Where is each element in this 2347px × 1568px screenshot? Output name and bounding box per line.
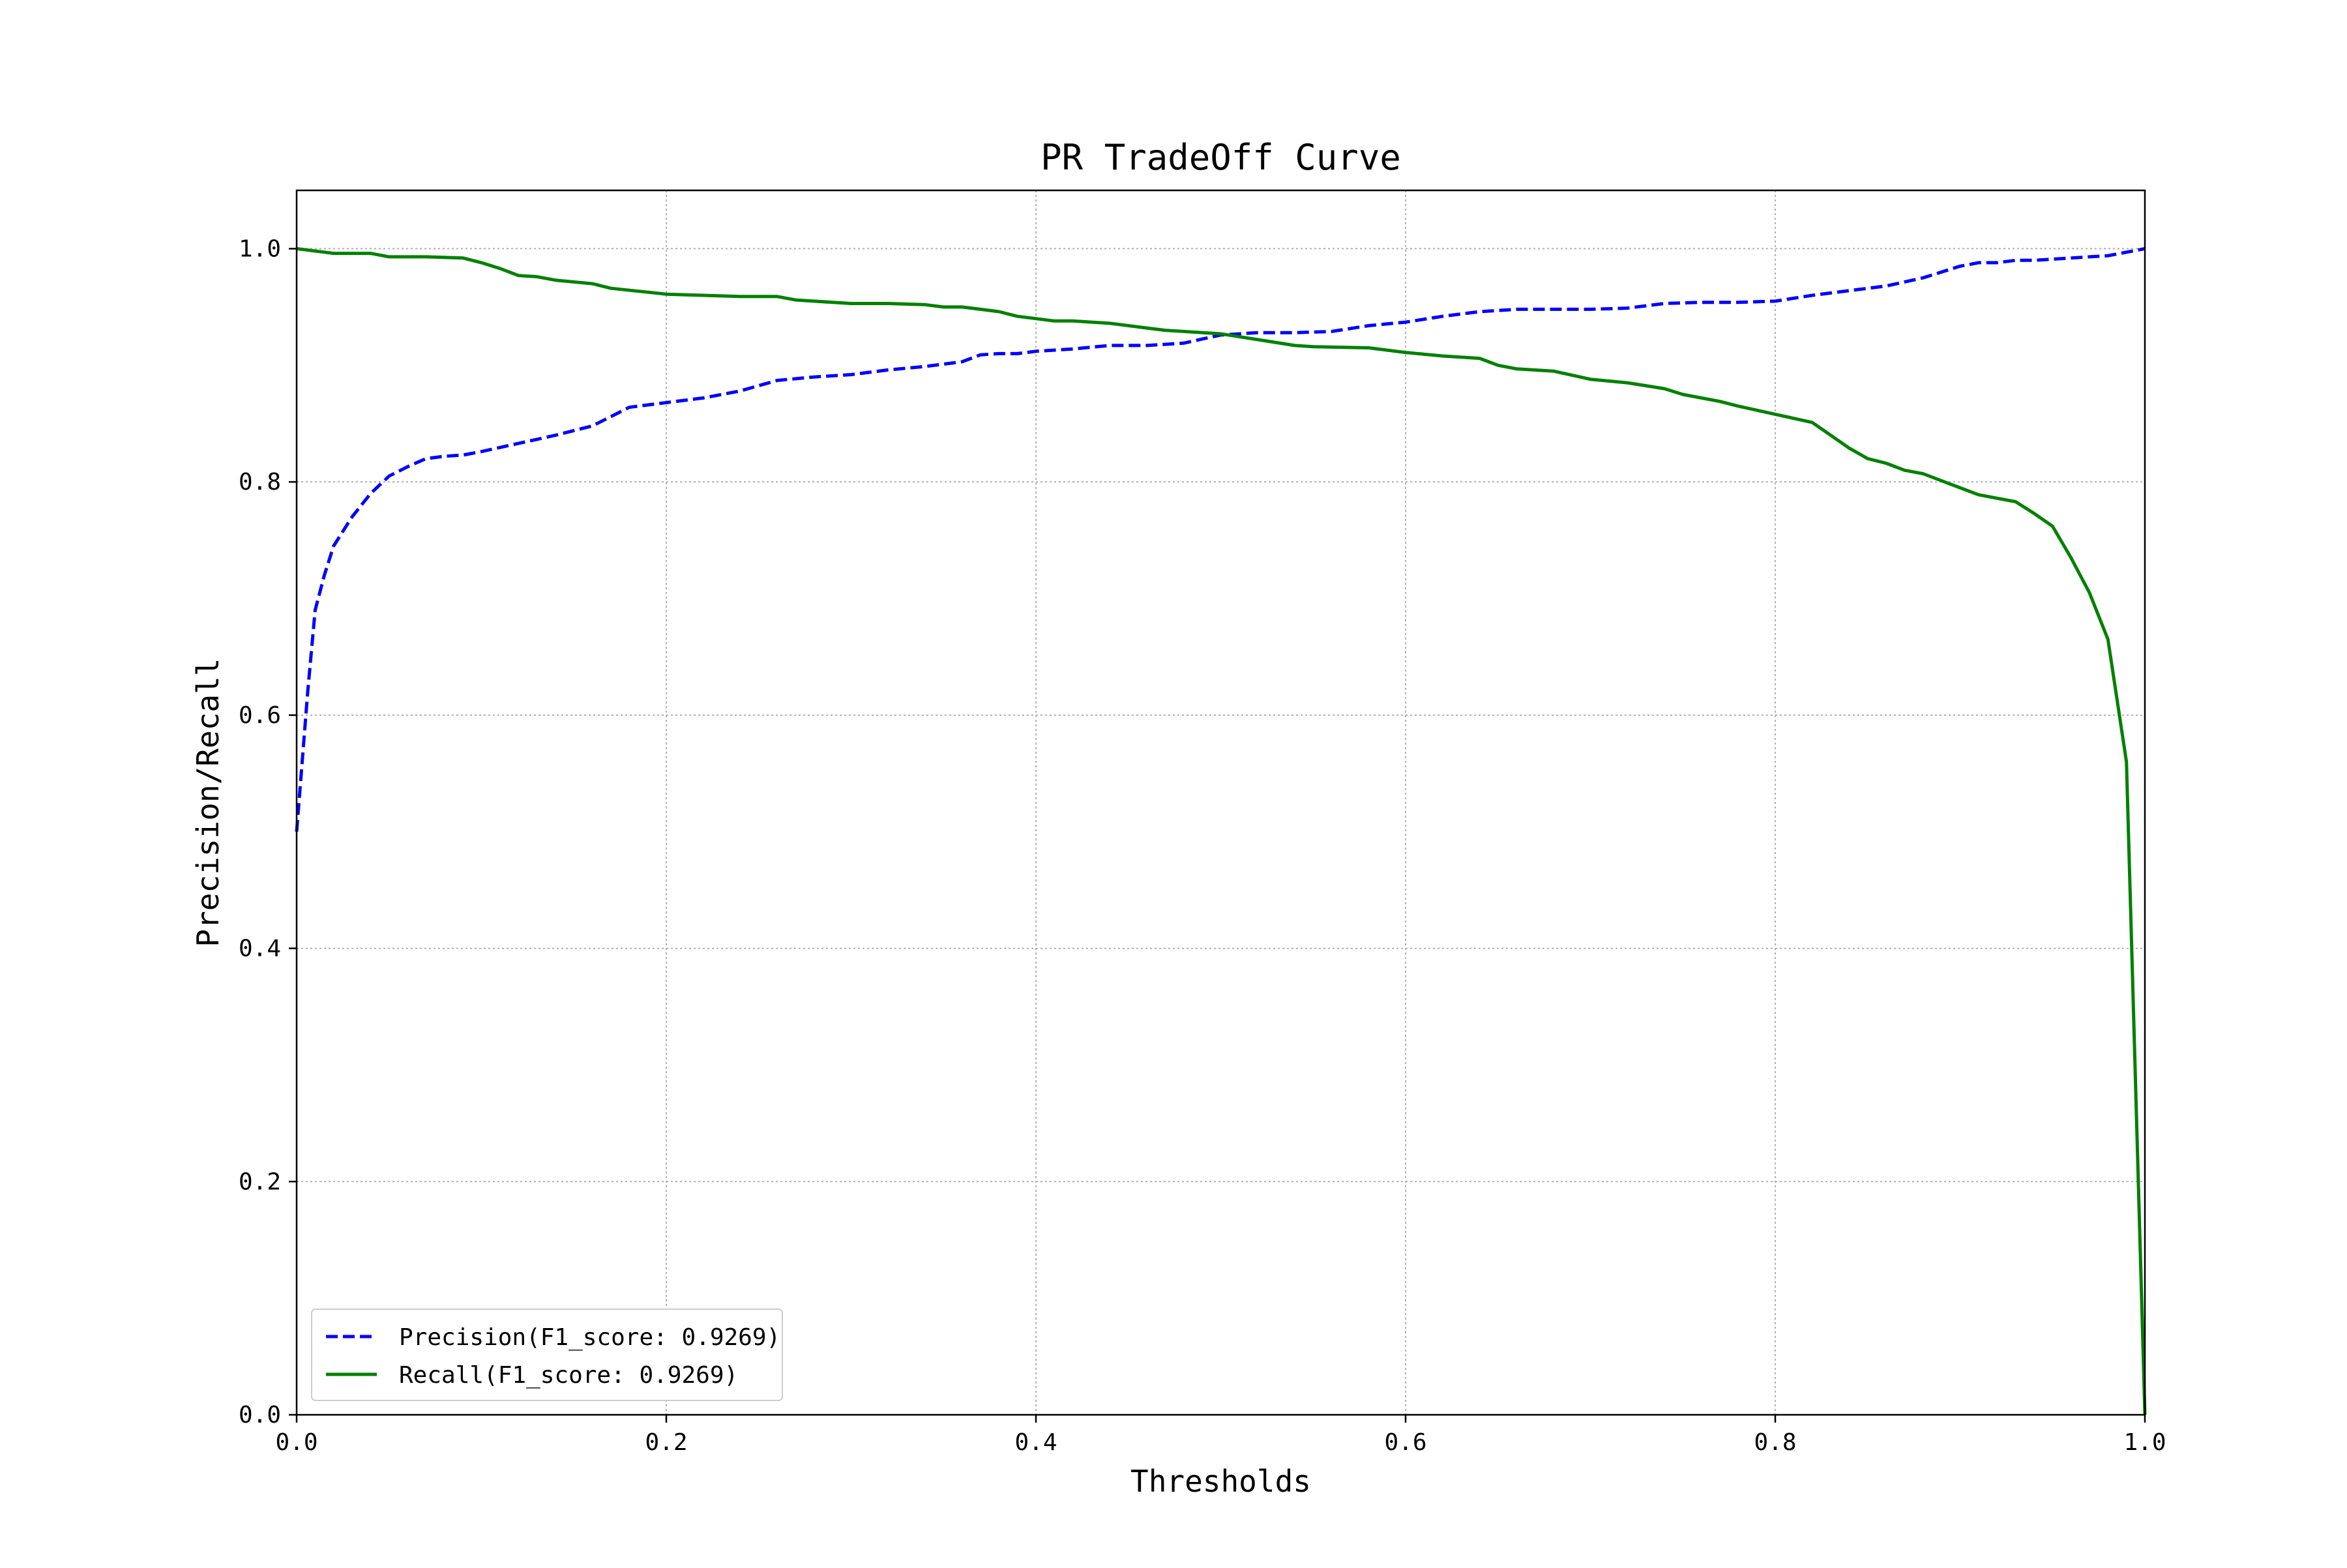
- legend: Precision(F1_score: 0.9269) Recall(F1_sc…: [311, 1309, 783, 1401]
- y-tick-label: 0.2: [239, 1168, 281, 1195]
- axis-ticks: 0.0 0.2 0.4 0.6 0.8 1.0 0.0 0.2 0.4 0.6 0.8 1.0: [239, 235, 2166, 1456]
- legend-label-precision: Precision(F1_score: 0.9269): [399, 1324, 780, 1351]
- x-tick-label: 0.2: [645, 1429, 687, 1456]
- series-lines: [295, 246, 2147, 1415]
- legend-box: [311, 1309, 783, 1401]
- x-tick-label: 0.8: [1754, 1429, 1796, 1456]
- x-tick-label: 0.6: [1384, 1429, 1426, 1456]
- chart-title: PR TradeOff Curve: [1041, 137, 1401, 178]
- plot-area-frame: [295, 189, 2146, 1416]
- y-tick-label: 0.6: [239, 702, 281, 729]
- y-tick-label: 0.4: [239, 936, 281, 962]
- y-tick-label: 0.0: [239, 1402, 281, 1428]
- y-tick-label: 0.8: [239, 469, 281, 496]
- legend-label-recall: Recall(F1_score: 0.9269): [399, 1362, 738, 1389]
- x-tick-label: 0.4: [1014, 1429, 1057, 1456]
- x-axis-title: Thresholds: [1130, 1464, 1311, 1499]
- y-axis-title: Precision/Recall: [190, 658, 226, 947]
- x-tick-label: 0.0: [275, 1429, 317, 1456]
- recall-line: [296, 246, 2147, 1415]
- y-tick-label: 1.0: [239, 235, 281, 262]
- precision-line: [295, 246, 2146, 832]
- x-tick-label: 1.0: [2123, 1429, 2166, 1456]
